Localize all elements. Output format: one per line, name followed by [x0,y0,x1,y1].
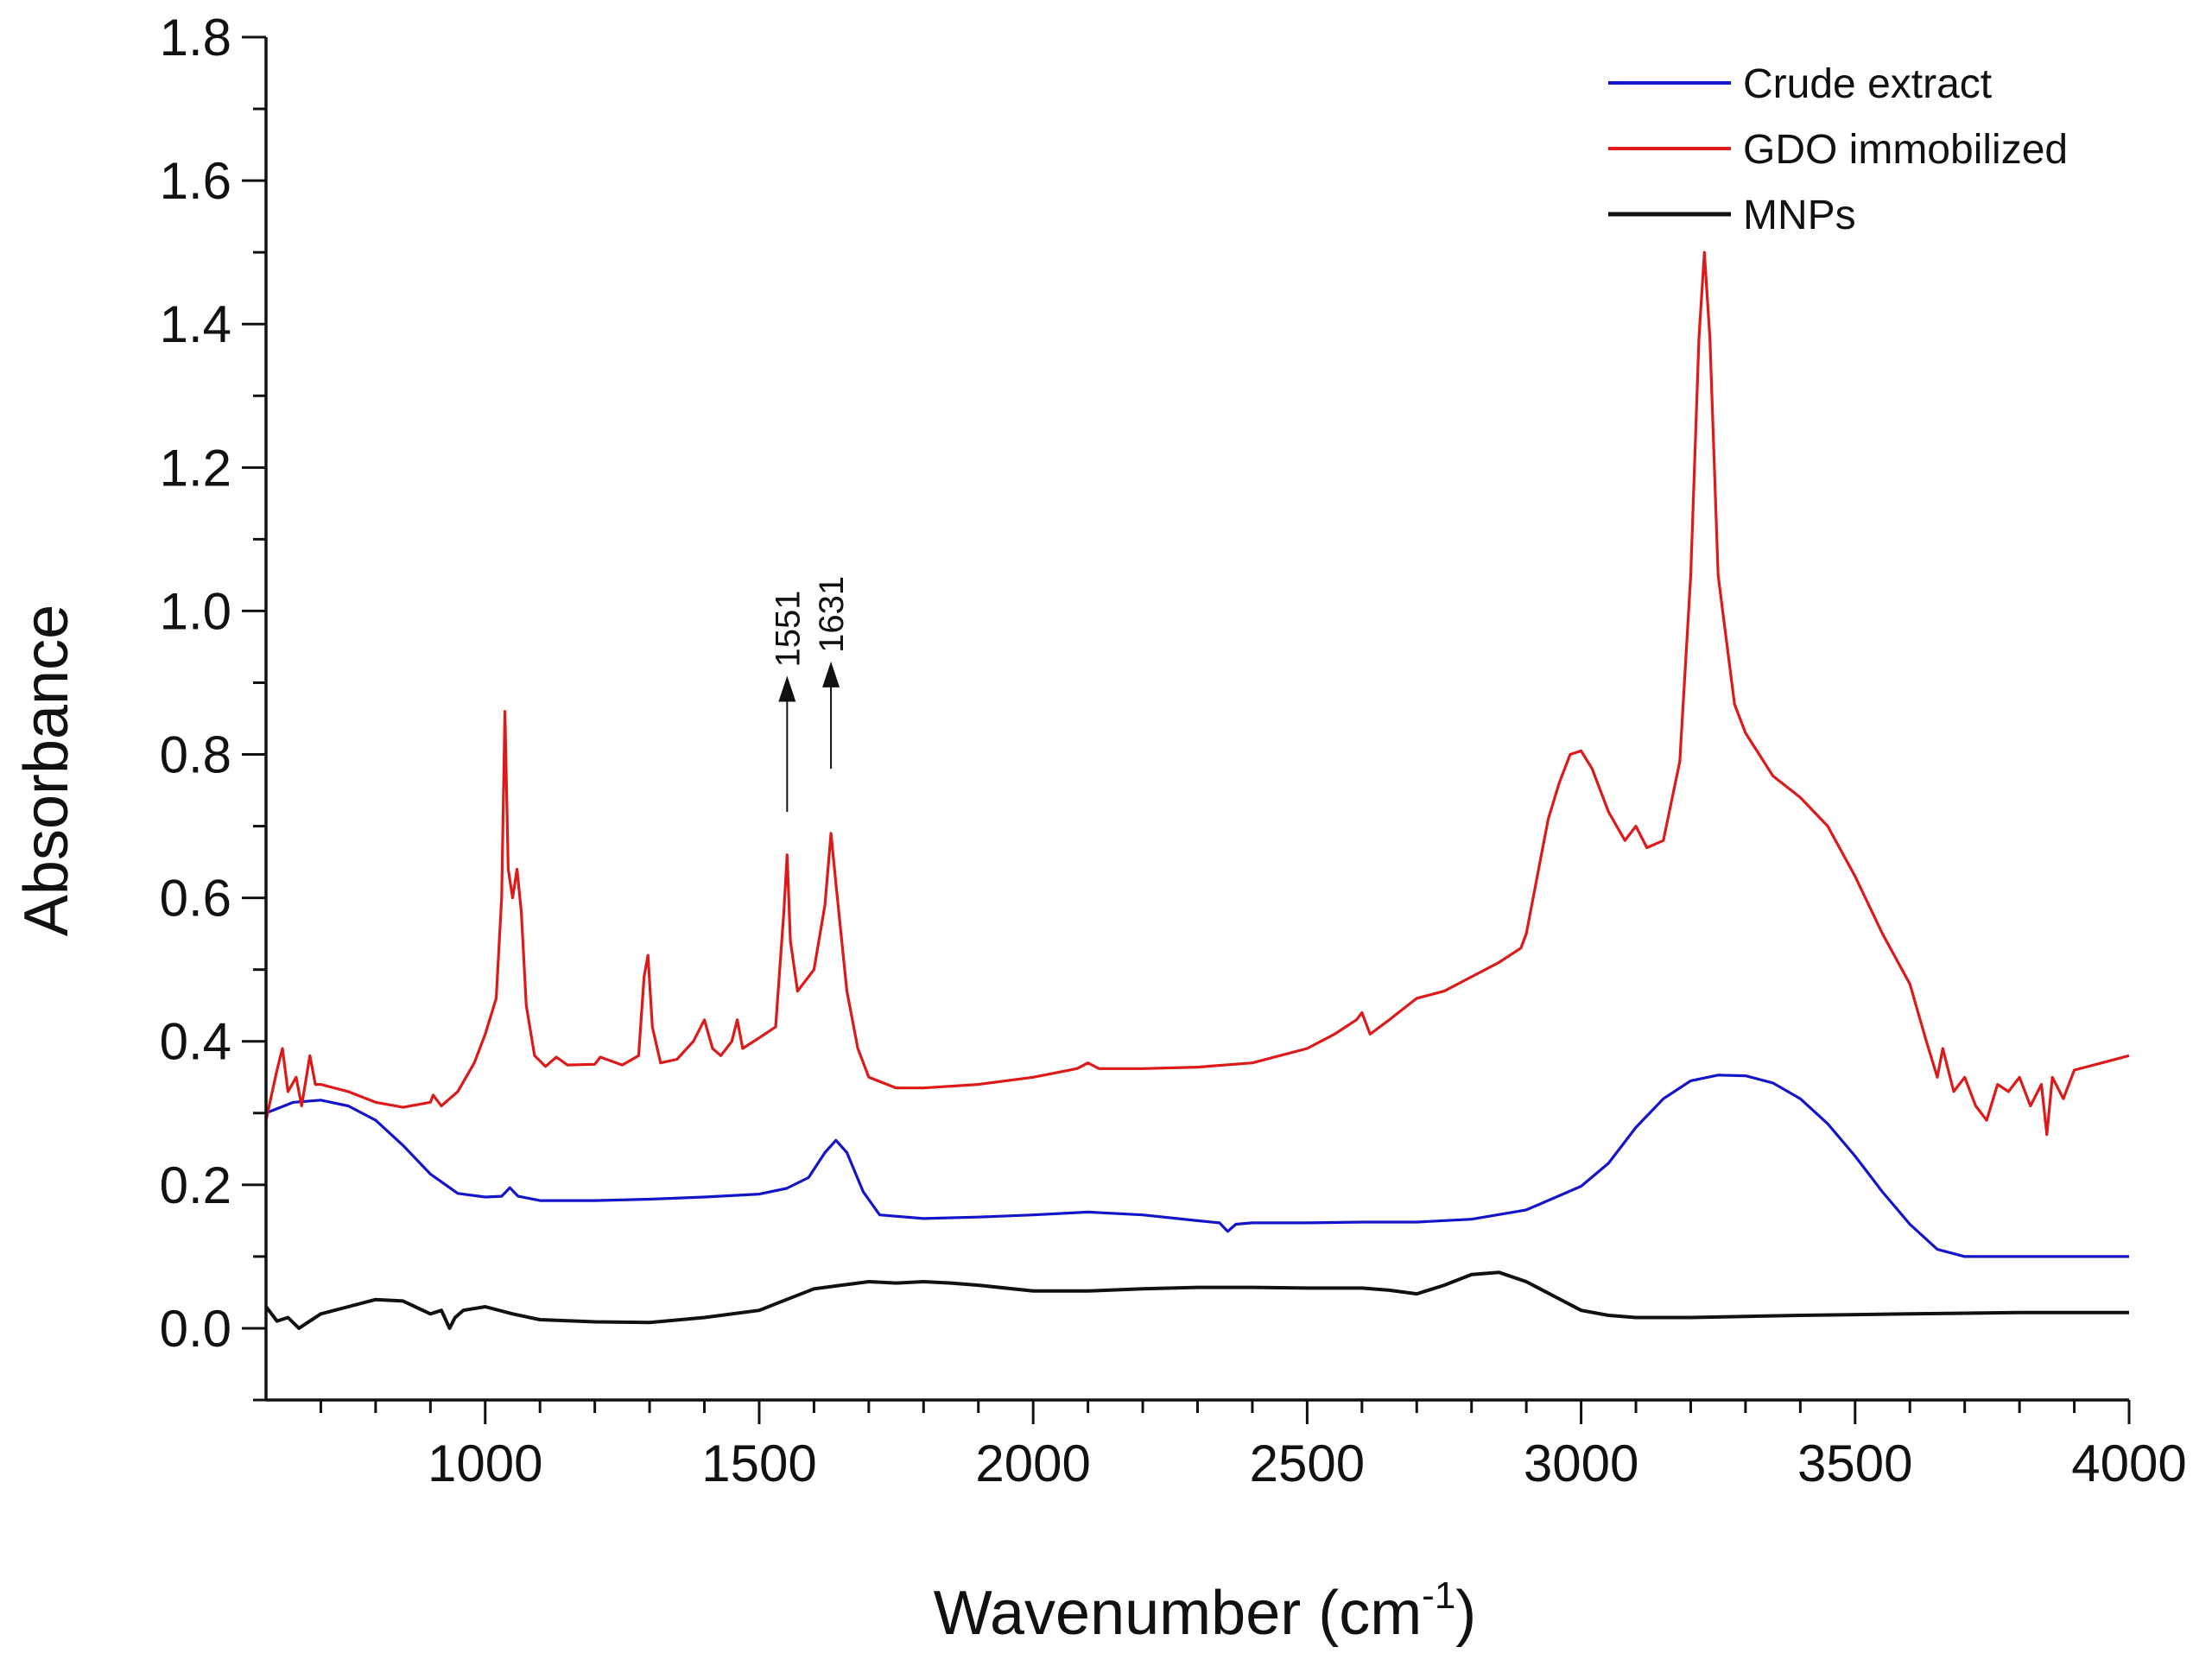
x-axis-title-main: Wavenumber (cm [934,1579,1422,1648]
y-axis-title: Absorbance [12,605,81,936]
y-tick-label-0.0: 0.0 [160,1300,231,1358]
annotation-arrowhead-1631 [822,661,840,687]
annotation-arrowhead-1551 [778,675,796,702]
legend: Crude extract GDO immobilized MNPs [1608,61,2068,238]
legend-label-gdo-immobilized: GDO immobilized [1743,127,2068,173]
y-ticks: 0.0 0.2 0.4 0.6 0.8 1.0 1.2 1.4 1.6 1.8 [160,9,266,1402]
x-tick-label-1500: 1500 [701,1435,816,1492]
y-tick-label-1.8: 1.8 [160,9,231,67]
legend-label-mnps: MNPs [1743,193,1856,238]
plot-area: 1551 1631 1000 1500 2000 2500 3000 3500 4000 0.… [160,9,2187,1492]
y-tick-label-0.6: 0.6 [160,870,231,928]
series-layer [264,250,2130,1330]
annotation-layer: 1551 1631 [769,576,851,812]
x-tick-label-1000: 1000 [428,1435,542,1492]
series-line-mnps [264,1270,2129,1330]
annotation-label-1551: 1551 [769,590,807,667]
x-tick-label-2000: 2000 [975,1435,1090,1492]
y-tick-label-1.6: 1.6 [160,152,231,210]
x-axis-title: Wavenumber (cm-1) [934,1574,1477,1648]
x-tick-label-4000: 4000 [2071,1435,2186,1492]
y-tick-label-0.4: 0.4 [160,1013,231,1071]
y-tick-label-0.2: 0.2 [160,1156,231,1214]
series-line-crude-extract [265,1074,2129,1258]
y-tick-label-0.8: 0.8 [160,726,231,784]
x-axis-title-sup: -1 [1422,1574,1455,1617]
y-tick-label-1.2: 1.2 [160,439,231,497]
x-tick-label-2500: 2500 [1250,1435,1365,1492]
series-line-gdo-immobilized [264,250,2130,1137]
y-tick-label-1.0: 1.0 [160,582,231,640]
x-ticks: 1000 1500 2000 2500 3000 3500 4000 [319,1400,2187,1492]
y-tick-label-1.4: 1.4 [160,295,231,353]
x-tick-label-3500: 3500 [1797,1435,1912,1492]
x-axis-title-close: ) [1455,1579,1476,1648]
legend-label-crude-extract: Crude extract [1743,61,1992,107]
x-tick-label-3000: 3000 [1524,1435,1638,1492]
annotation-label-1631: 1631 [813,576,851,653]
